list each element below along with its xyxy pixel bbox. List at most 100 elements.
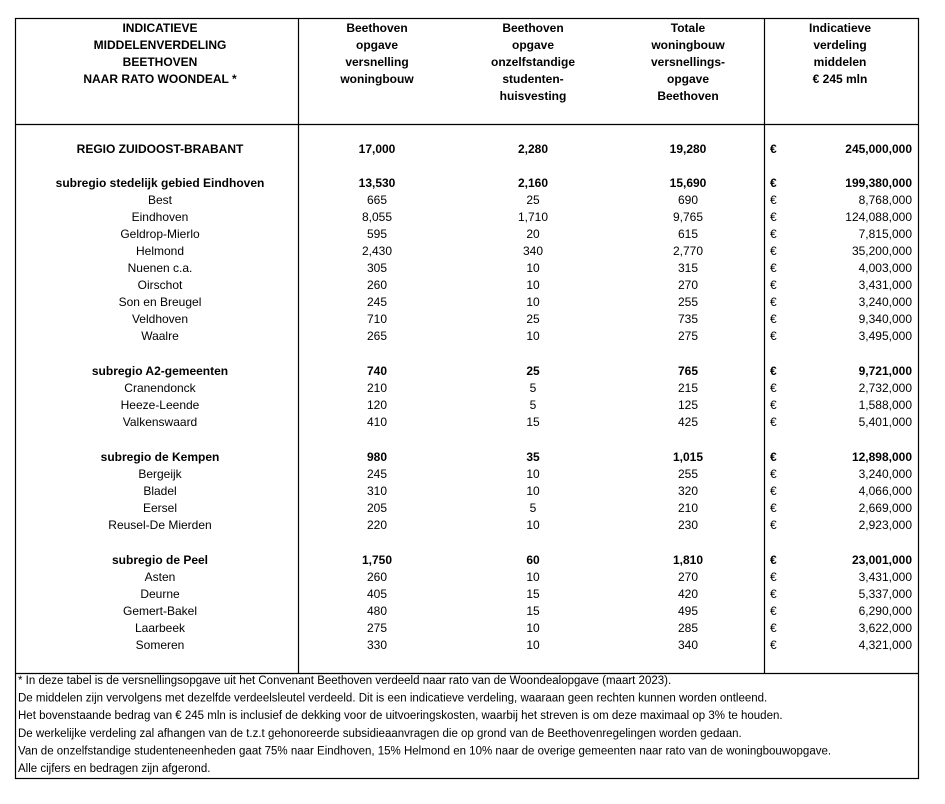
- header-text: Totale: [671, 21, 706, 35]
- row-label: Valkenswaard: [123, 415, 197, 429]
- cell-value: 270: [678, 278, 698, 292]
- row-label: Reusel-De Mierden: [108, 518, 211, 532]
- currency-sign: €: [770, 261, 777, 275]
- cell-value: 10: [526, 518, 540, 532]
- amount: 2,732,000: [859, 381, 913, 395]
- cell-value: 13,530: [359, 176, 396, 190]
- header-text: huisvesting: [500, 89, 567, 103]
- header-text: verdeling: [813, 38, 866, 52]
- row-label: Best: [148, 193, 173, 207]
- cell-value: 10: [526, 467, 540, 481]
- cell-value: 205: [367, 501, 387, 515]
- cell-value: 8,055: [362, 210, 392, 224]
- header-text: opgave: [512, 38, 554, 52]
- amount: 5,401,000: [859, 415, 913, 429]
- header-text: € 245 mln: [813, 72, 868, 86]
- cell-value: 2,280: [518, 142, 548, 156]
- cell-value: 19,280: [670, 142, 707, 156]
- cell-value: 735: [678, 312, 698, 326]
- row-label-bold: REGIO ZUIDOOST-BRABANT: [77, 142, 244, 156]
- cell-value: 245: [367, 295, 387, 309]
- row-label: Nuenen c.a.: [128, 261, 193, 275]
- cell-value: 310: [367, 484, 387, 498]
- cell-value: 10: [526, 278, 540, 292]
- cell-value: 2,430: [362, 244, 392, 258]
- row-label: Asten: [145, 570, 176, 584]
- header-text: Beethoven: [657, 89, 718, 103]
- cell-value: 275: [367, 621, 387, 635]
- cell-value: 1,015: [673, 450, 703, 464]
- amount: 35,200,000: [852, 244, 912, 258]
- cell-value: 10: [526, 484, 540, 498]
- cell-value: 270: [678, 570, 698, 584]
- currency-sign: €: [770, 381, 777, 395]
- currency-sign: €: [770, 227, 777, 241]
- row-label-bold: subregio de Kempen: [101, 450, 220, 464]
- amount: 2,923,000: [859, 518, 913, 532]
- note: Het bovenstaande bedrag van € 245 mln is…: [18, 710, 783, 722]
- header-text: onzelfstandige: [491, 55, 575, 69]
- currency-sign: €: [770, 142, 777, 156]
- cell-value: 690: [678, 193, 698, 207]
- cell-value: 405: [367, 587, 387, 601]
- header-text: versnellings-: [651, 55, 725, 69]
- cell-value: 10: [526, 638, 540, 652]
- cell-value: 230: [678, 518, 698, 532]
- cell-value: 210: [367, 381, 387, 395]
- row-label: Oirschot: [138, 278, 183, 292]
- note: De werkelijke verdeling zal afhangen van…: [18, 728, 742, 740]
- amount: 1,588,000: [859, 398, 913, 412]
- cell-value: 420: [678, 587, 698, 601]
- cell-value: 210: [678, 501, 698, 515]
- cell-value: 495: [678, 604, 698, 618]
- amount: 12,898,000: [852, 450, 912, 464]
- cell-value: 60: [526, 553, 540, 567]
- currency-sign: €: [770, 467, 777, 481]
- row-label: Gemert-Bakel: [123, 604, 197, 618]
- header-text: INDICATIEVE: [122, 21, 197, 35]
- cell-value: 765: [678, 364, 698, 378]
- cell-value: 25: [526, 193, 540, 207]
- cell-value: 10: [526, 621, 540, 635]
- header-text: opgave: [667, 72, 709, 86]
- cell-value: 2,770: [673, 244, 703, 258]
- header-text: woningbouw: [650, 38, 725, 52]
- header-text: studenten-: [502, 72, 563, 86]
- currency-sign: €: [770, 295, 777, 309]
- currency-sign: €: [770, 244, 777, 258]
- header-text: Beethoven: [502, 21, 563, 35]
- currency-sign: €: [770, 398, 777, 412]
- row-label: Someren: [136, 638, 185, 652]
- currency-sign: €: [770, 364, 777, 378]
- cell-value: 320: [678, 484, 698, 498]
- row-label: Cranendonck: [124, 381, 196, 395]
- cell-value: 260: [367, 570, 387, 584]
- row-label: Deurne: [140, 587, 180, 601]
- cell-value: 340: [678, 638, 698, 652]
- header-text: Indicatieve: [809, 21, 871, 35]
- cell-value: 25: [526, 312, 540, 326]
- cell-value: 245: [367, 467, 387, 481]
- cell-value: 255: [678, 467, 698, 481]
- cell-value: 1,810: [673, 553, 703, 567]
- amount: 6,290,000: [859, 604, 913, 618]
- row-label-bold: subregio stedelijk gebied Eindhoven: [56, 176, 265, 190]
- cell-value: 740: [367, 364, 387, 378]
- amount: 4,066,000: [859, 484, 913, 498]
- amount: 199,380,000: [845, 176, 912, 190]
- row-label: Veldhoven: [132, 312, 188, 326]
- currency-sign: €: [770, 450, 777, 464]
- cell-value: 315: [678, 261, 698, 275]
- cell-value: 255: [678, 295, 698, 309]
- row-label-bold: subregio A2-gemeenten: [92, 364, 228, 378]
- amount: 8,768,000: [859, 193, 913, 207]
- header-text: BEETHOVEN: [123, 55, 198, 69]
- note: Alle cijfers en bedragen zijn afgerond.: [18, 763, 210, 775]
- cell-value: 25: [526, 364, 540, 378]
- row-label: Eersel: [143, 501, 177, 515]
- currency-sign: €: [770, 604, 777, 618]
- row-label: Geldrop-Mierlo: [120, 227, 200, 241]
- currency-sign: €: [770, 176, 777, 190]
- currency-sign: €: [770, 415, 777, 429]
- note: Van de onzelfstandige studenteneenheden …: [18, 745, 831, 757]
